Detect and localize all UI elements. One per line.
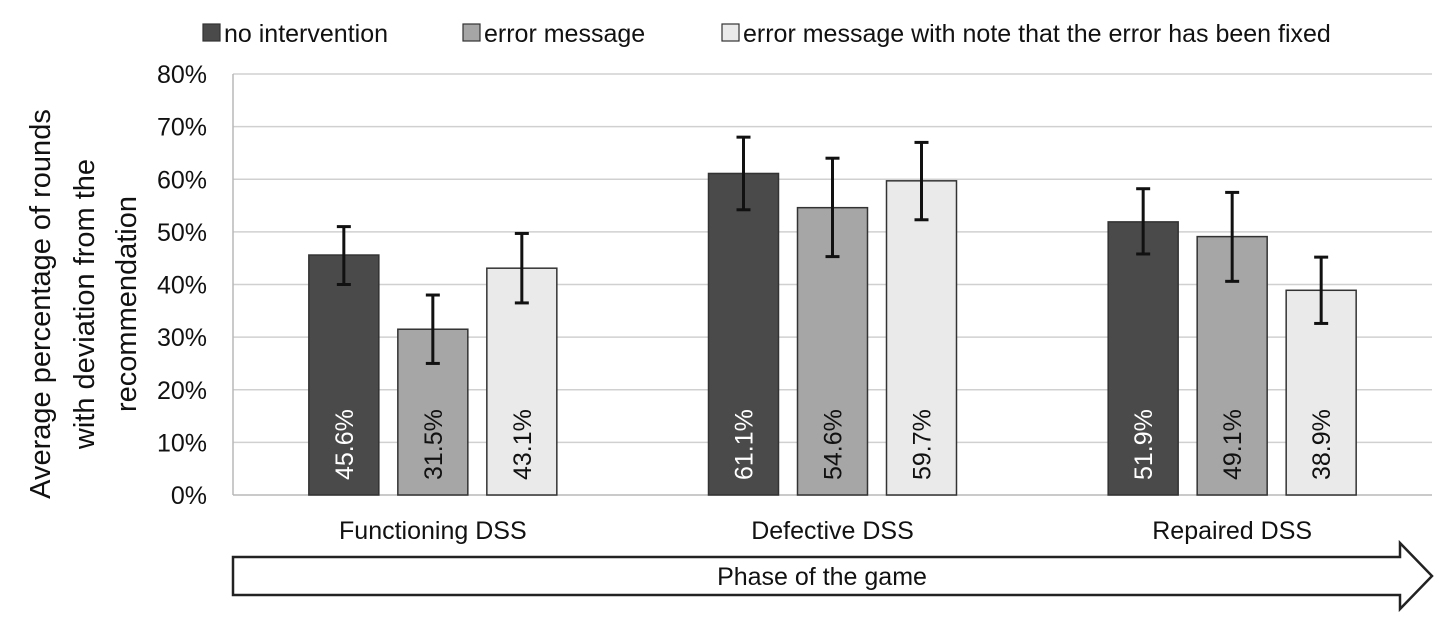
x-axis-arrow: Phase of the game [231, 539, 1434, 613]
y-axis-ticks: 0% 10% 20% 30% 40% 50% 60% 70% 80% [157, 61, 207, 510]
y-tick-label: 70% [157, 114, 207, 142]
y-axis-label: Average percentage of rounds with deviati… [25, 109, 143, 499]
error-bars [336, 135, 1329, 365]
bar-value-label: 51.9% [1130, 409, 1158, 480]
bar-value-label: 61.1% [731, 409, 759, 480]
bars [308, 172, 1357, 496]
legend-swatch [202, 23, 221, 42]
bar-value-label: 45.6% [331, 409, 359, 480]
bar-value-label: 54.6% [820, 409, 848, 480]
bar-value-label: 31.5% [420, 409, 448, 480]
y-axis-label-line: recommendation [111, 196, 143, 412]
bar [707, 172, 780, 496]
y-tick-label: 60% [157, 166, 207, 194]
bar [486, 267, 558, 496]
legend-swatch [721, 23, 740, 42]
phase-arrow-shape [231, 539, 1434, 613]
bar-value-label: 43.1% [509, 409, 537, 480]
bar-value-label: 38.9% [1308, 409, 1336, 480]
y-tick-label: 50% [157, 219, 207, 247]
legend-swatch [462, 23, 481, 42]
y-tick-label: 40% [157, 272, 207, 300]
y-tick-label: 30% [157, 324, 207, 352]
legend-entry: error message [484, 20, 645, 48]
bar-value-label: 59.7% [909, 409, 937, 480]
category-label: Repaired DSS [1152, 517, 1312, 545]
y-axis-label-line: with deviation from the [69, 159, 101, 450]
y-tick-label: 10% [157, 429, 207, 457]
y-tick-label: 20% [157, 377, 207, 405]
category-label: Defective DSS [751, 517, 914, 545]
bar [885, 180, 958, 496]
y-axis-label-line: Average percentage of rounds [25, 109, 57, 499]
y-tick-label: 80% [157, 61, 207, 89]
legend: no intervention error message error messag… [202, 20, 1331, 48]
category-labels: Functioning DSS Defective DSS Repaired DSS [339, 517, 1312, 545]
legend-entry: error message with note that the error h… [743, 20, 1331, 48]
legend-entry: no intervention [224, 20, 388, 48]
bar-value-label: 49.1% [1219, 409, 1247, 480]
y-tick-label: 0% [171, 482, 207, 510]
x-axis-label: Phase of the game [717, 563, 927, 591]
bar-value-labels: 45.6% 31.5% 43.1% 61.1% 54.6% 59.7% 51.9% 49.1%… [331, 409, 1336, 480]
bar [1107, 221, 1179, 496]
category-label: Functioning DSS [339, 517, 527, 545]
